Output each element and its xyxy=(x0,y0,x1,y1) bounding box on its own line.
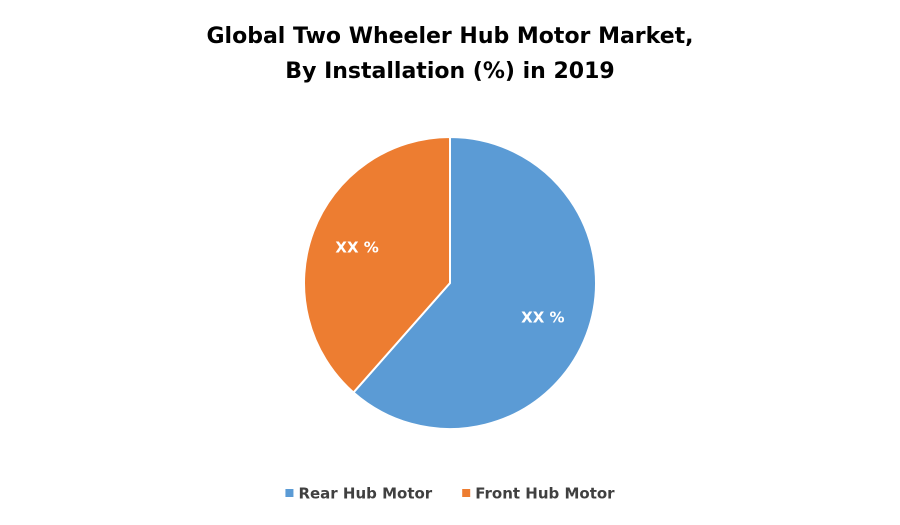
legend-label: Front Hub Motor xyxy=(475,485,615,503)
legend-swatch xyxy=(285,489,294,497)
pie-slice xyxy=(303,135,451,394)
pie-slice xyxy=(352,135,597,430)
legend: Rear Hub Motor Front Hub Motor xyxy=(285,485,615,503)
legend-swatch xyxy=(462,489,471,497)
data-label: XX % xyxy=(521,309,564,327)
data-label: XX % xyxy=(335,238,378,256)
chart-title: Global Two Wheeler Hub Motor Market, xyxy=(207,24,694,49)
legend-label: Rear Hub Motor xyxy=(298,485,432,503)
chart-title: By Installation (%) in 2019 xyxy=(285,59,614,84)
